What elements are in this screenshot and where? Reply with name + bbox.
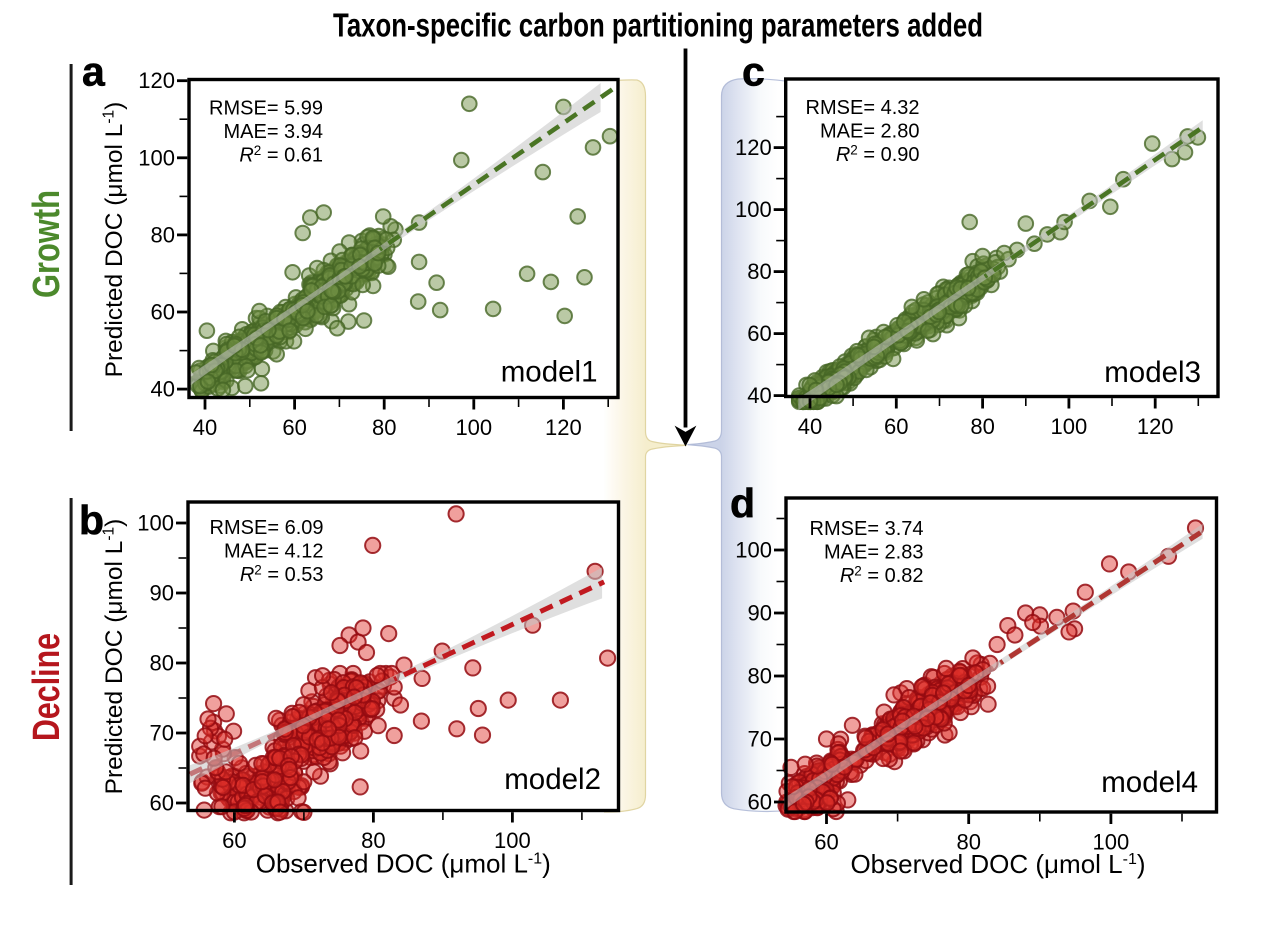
svg-text:R2 = 0.53: R2 = 0.53 bbox=[240, 563, 324, 587]
svg-text:b: b bbox=[79, 497, 104, 543]
svg-text:90: 90 bbox=[748, 601, 772, 626]
svg-text:80: 80 bbox=[748, 664, 772, 689]
svg-text:RMSE= 3.74: RMSE= 3.74 bbox=[810, 518, 924, 540]
svg-text:100: 100 bbox=[137, 511, 174, 536]
svg-text:40: 40 bbox=[798, 414, 822, 439]
svg-text:RMSE= 4.32: RMSE= 4.32 bbox=[806, 97, 920, 119]
svg-text:model2: model2 bbox=[504, 763, 601, 796]
svg-text:R2 = 0.82: R2 = 0.82 bbox=[840, 564, 924, 588]
svg-text:60: 60 bbox=[747, 321, 771, 346]
svg-text:70: 70 bbox=[150, 721, 174, 746]
svg-text:MAE= 2.80: MAE= 2.80 bbox=[820, 121, 920, 143]
svg-text:Growth: Growth bbox=[26, 190, 68, 298]
svg-text:100: 100 bbox=[1051, 414, 1088, 439]
svg-text:MAE= 4.12: MAE= 4.12 bbox=[224, 541, 324, 563]
svg-text:40: 40 bbox=[151, 377, 175, 402]
svg-text:60: 60 bbox=[151, 300, 175, 325]
svg-text:80: 80 bbox=[372, 415, 396, 440]
svg-text:120: 120 bbox=[545, 415, 582, 440]
svg-text:Observed DOC (μmol L-1): Observed DOC (μmol L-1) bbox=[850, 849, 1145, 879]
svg-text:120: 120 bbox=[1137, 414, 1174, 439]
svg-text:Predicted DOC (μmol L-1): Predicted DOC (μmol L-1) bbox=[101, 519, 129, 795]
svg-text:Predicted DOC (μmol L-1): Predicted DOC (μmol L-1) bbox=[101, 102, 129, 378]
svg-text:80: 80 bbox=[151, 222, 175, 247]
svg-text:80: 80 bbox=[970, 414, 994, 439]
svg-text:d: d bbox=[730, 480, 755, 526]
svg-text:70: 70 bbox=[748, 727, 772, 752]
svg-text:100: 100 bbox=[138, 145, 175, 170]
svg-text:Taxon-specific carbon partitio: Taxon-specific carbon partitioning param… bbox=[333, 7, 983, 44]
svg-text:60: 60 bbox=[884, 414, 908, 439]
svg-text:MAE= 2.83: MAE= 2.83 bbox=[824, 542, 924, 564]
svg-text:80: 80 bbox=[747, 259, 771, 284]
svg-text:Observed DOC (μmol L-1): Observed DOC (μmol L-1) bbox=[256, 849, 551, 879]
svg-text:120: 120 bbox=[138, 68, 175, 93]
svg-text:100: 100 bbox=[455, 415, 492, 440]
svg-text:100: 100 bbox=[735, 197, 772, 222]
svg-text:c: c bbox=[742, 49, 765, 95]
svg-text:RMSE= 6.09: RMSE= 6.09 bbox=[210, 517, 324, 539]
svg-text:40: 40 bbox=[747, 383, 771, 408]
svg-text:model1: model1 bbox=[501, 355, 598, 388]
svg-text:80: 80 bbox=[150, 651, 174, 676]
svg-text:90: 90 bbox=[150, 581, 174, 606]
svg-text:RMSE= 5.99: RMSE= 5.99 bbox=[209, 97, 323, 119]
svg-text:40: 40 bbox=[193, 415, 217, 440]
svg-text:a: a bbox=[82, 49, 106, 95]
svg-text:model3: model3 bbox=[1104, 356, 1201, 389]
svg-text:60: 60 bbox=[150, 791, 174, 816]
svg-text:MAE= 3.94: MAE= 3.94 bbox=[223, 121, 323, 143]
svg-text:120: 120 bbox=[735, 135, 772, 160]
svg-text:model4: model4 bbox=[1101, 766, 1198, 799]
svg-text:R2 = 0.90: R2 = 0.90 bbox=[836, 143, 920, 167]
svg-text:60: 60 bbox=[814, 830, 838, 855]
svg-text:R2 = 0.61: R2 = 0.61 bbox=[239, 143, 323, 167]
svg-text:100: 100 bbox=[494, 828, 531, 853]
svg-text:Decline: Decline bbox=[26, 633, 68, 741]
svg-text:100: 100 bbox=[735, 538, 772, 563]
svg-text:80: 80 bbox=[361, 828, 385, 853]
svg-text:60: 60 bbox=[222, 828, 246, 853]
svg-text:60: 60 bbox=[282, 415, 306, 440]
svg-text:60: 60 bbox=[748, 790, 772, 815]
